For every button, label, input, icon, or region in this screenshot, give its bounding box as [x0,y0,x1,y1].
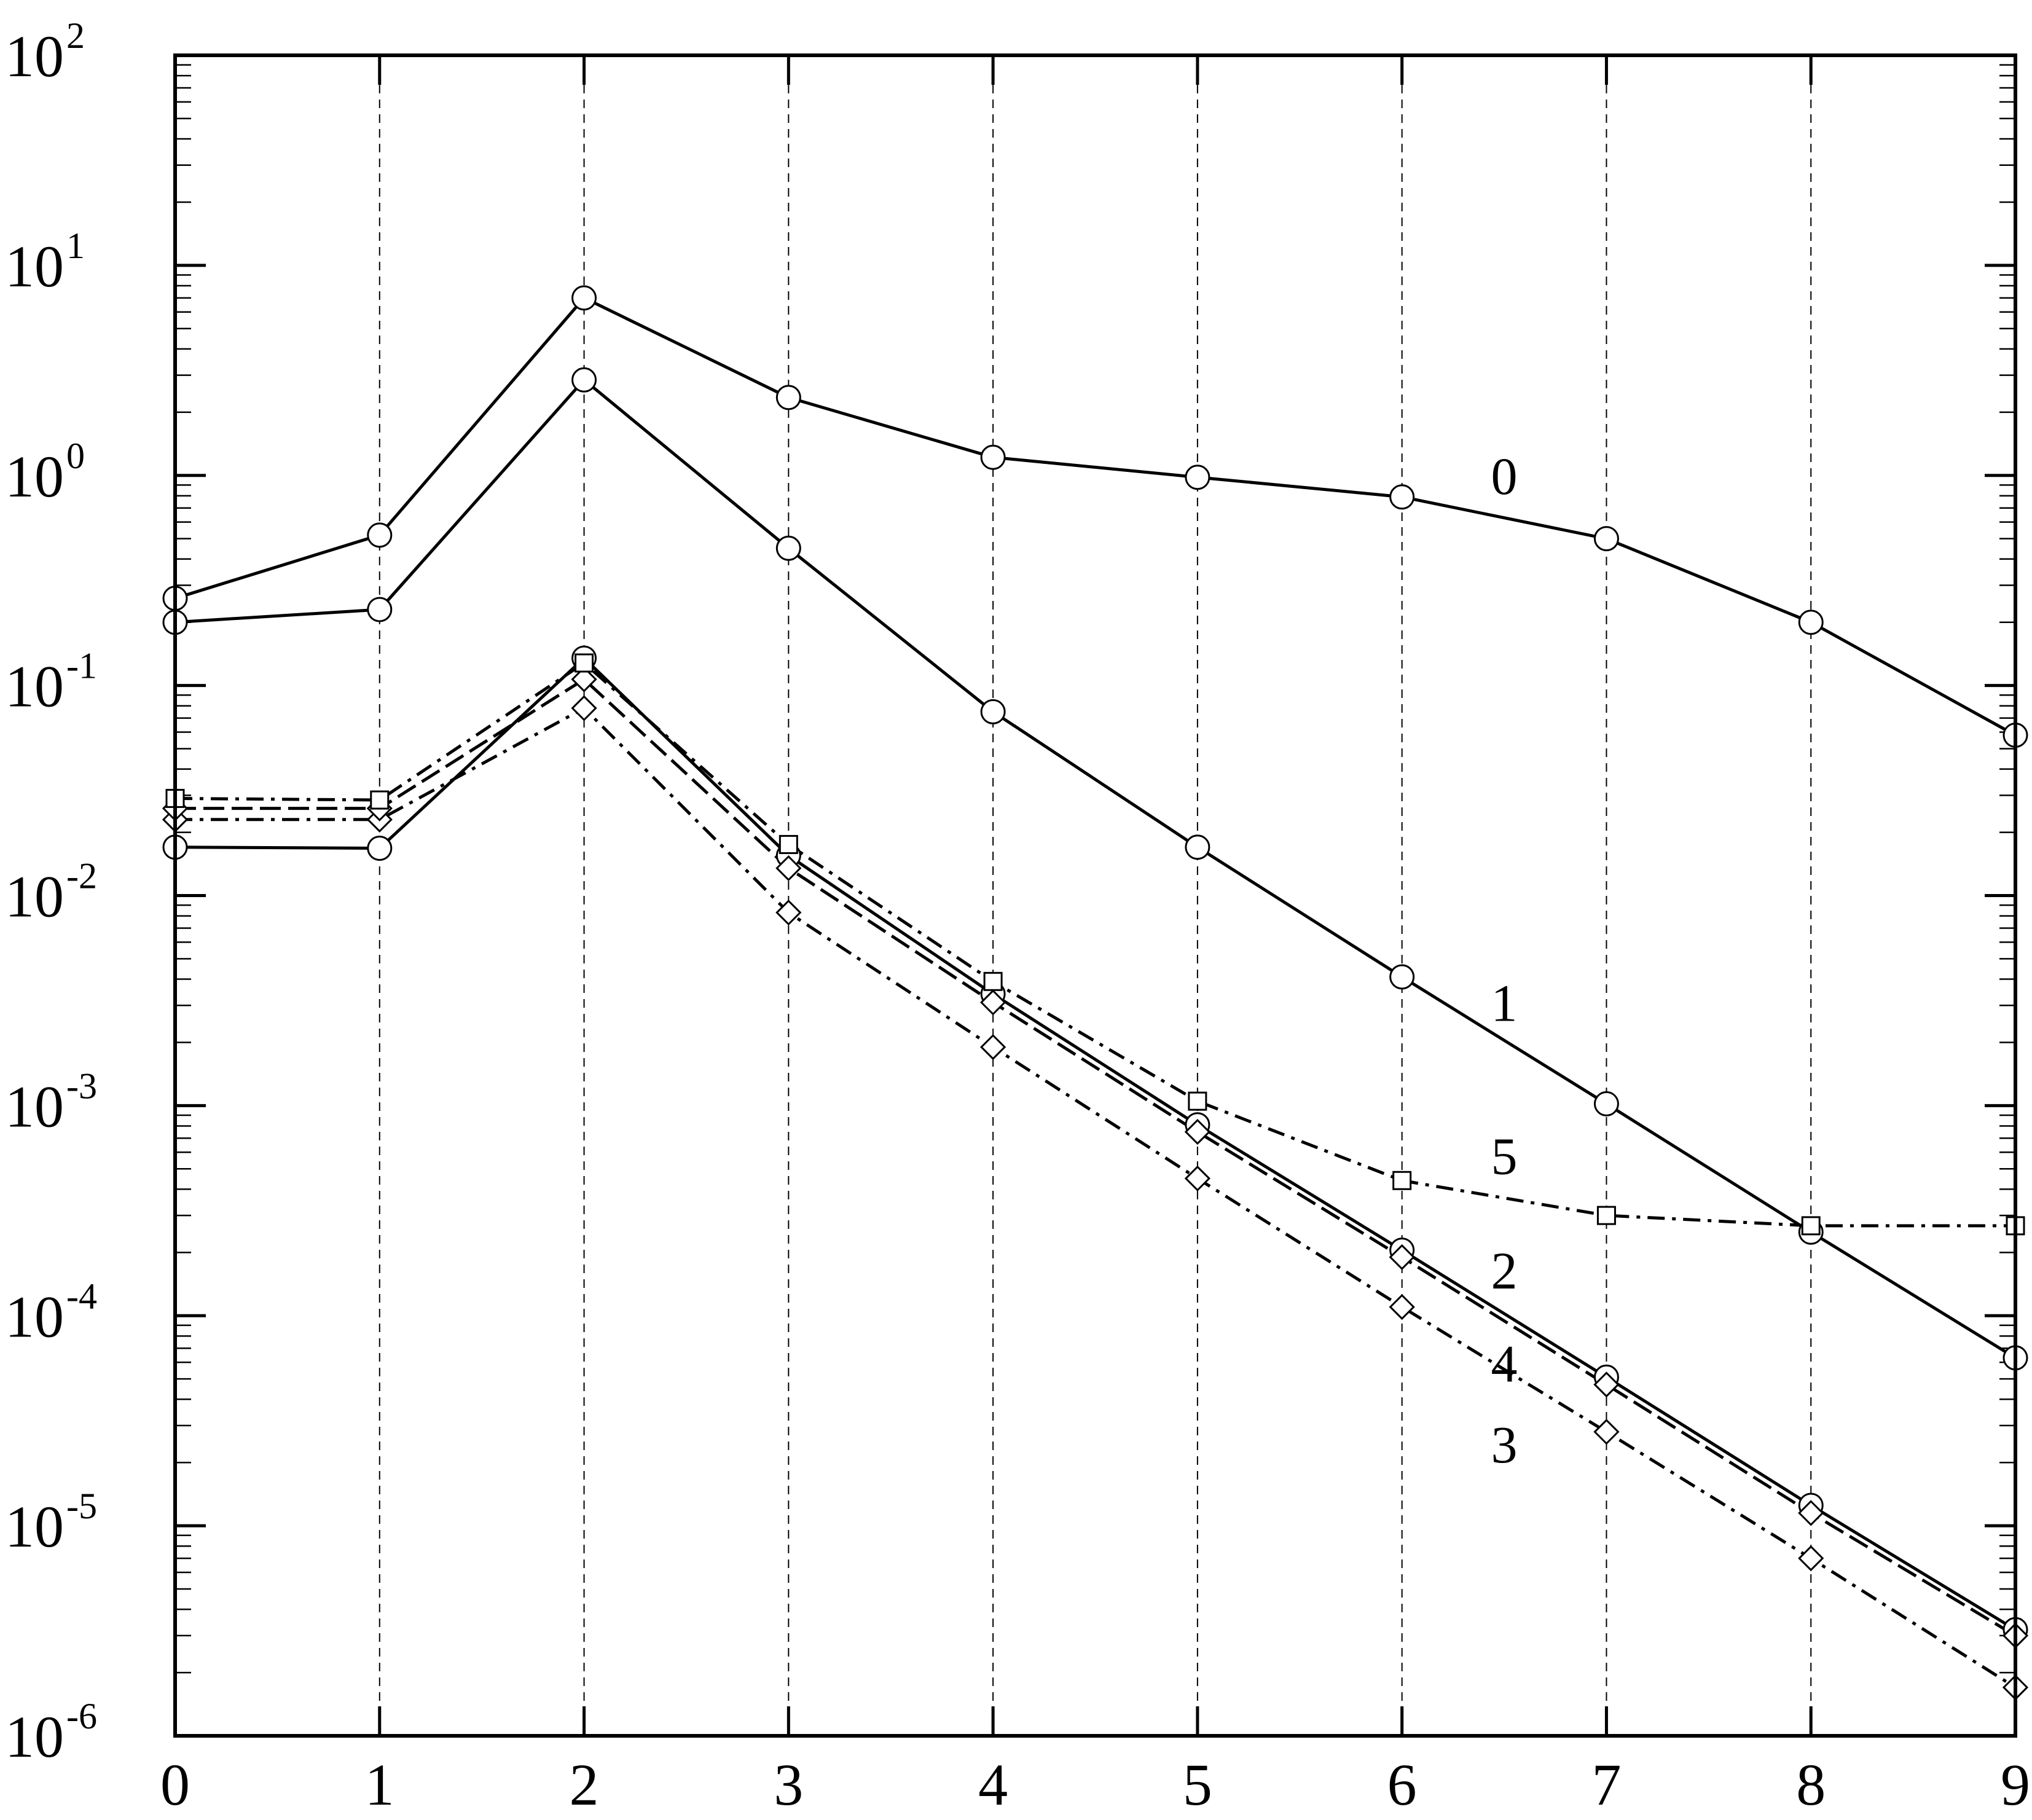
data-point [980,444,1006,470]
data-point [1596,1206,1616,1225]
data-point [1798,1545,1824,1572]
data-point [367,597,393,622]
data-point [571,285,597,311]
y-tick-base: 10 [5,233,64,299]
data-series [175,296,2017,1689]
series-line [175,678,2017,1638]
data-markers [162,285,2029,1701]
x-tick-labels: 0 1 2 3 4 5 6 7 8 9 [160,1752,2030,1818]
y-tick-label: 10-1 [5,646,97,720]
y-tick-exponent: -6 [66,1696,97,1736]
y-tick-label: 10-2 [5,856,97,930]
series-line [175,296,2017,737]
x-tick-label: 3 [774,1752,803,1818]
x-tick-label: 0 [160,1752,190,1818]
series-line [175,661,2015,1228]
y-tick-base: 10 [5,1073,64,1139]
data-point [1389,1293,1415,1320]
data-point [775,535,801,561]
y-tick-base: 10 [5,23,64,89]
y-tick-exponent: -4 [66,1276,97,1316]
data-point [367,522,393,548]
series-line [175,378,2017,1360]
y-tick-base: 10 [5,1704,64,1770]
series-label: 5 [1491,1126,1518,1185]
y-tick-label: 10-3 [5,1065,97,1139]
data-point [571,666,597,692]
x-tick-label: 9 [2001,1752,2030,1818]
y-tick-label: 10-6 [5,1696,97,1770]
y-tick-base: 10 [5,444,64,509]
x-tick-label: 7 [1591,1752,1621,1818]
y-tick-label: 10-4 [5,1276,97,1349]
x-tick-label: 8 [1796,1752,1826,1818]
x-tick-label: 4 [978,1752,1008,1818]
series-line [175,656,2017,1631]
data-point [1185,834,1210,860]
data-point [1389,484,1415,510]
data-point [1392,1171,1412,1190]
data-point [575,653,594,673]
y-tick-exponent: -1 [66,646,97,686]
y-tick-label: 100 [5,436,85,509]
y-tick-base: 10 [5,1284,64,1349]
data-point [779,834,798,854]
data-point [571,695,597,721]
series-label: 2 [1491,1241,1518,1300]
series-labels: 0 1 5 2 4 3 [1491,447,1518,1474]
data-point [1593,1419,1620,1445]
data-point [979,989,1006,1016]
data-point [571,367,597,393]
axis-ticks [173,53,2017,1738]
series-label: 3 [1491,1415,1518,1474]
x-tick-label: 2 [570,1752,599,1818]
y-tick-exponent: 1 [66,226,85,266]
data-point [1188,1091,1207,1111]
y-tick-label: 10-5 [5,1486,97,1559]
x-tick-label: 1 [365,1752,394,1818]
data-point [1185,465,1210,490]
x-tick-label: 5 [1183,1752,1212,1818]
series-label: 4 [1491,1334,1518,1393]
y-tick-label: 101 [5,226,85,299]
series-line [175,707,2017,1689]
x-tick-label: 6 [1387,1752,1417,1818]
data-point [980,699,1006,724]
x-gridlines [379,55,1812,1736]
data-point [983,971,1003,991]
y-tick-exponent: 2 [66,15,85,56]
y-tick-exponent: -5 [66,1486,97,1526]
data-point [979,1034,1006,1061]
data-point [1389,964,1415,990]
y-tick-exponent: -2 [66,856,97,896]
data-point [775,900,802,926]
data-point [367,835,393,861]
y-tick-base: 10 [5,654,64,720]
data-point [775,385,801,410]
data-point [1593,1371,1620,1398]
data-point [1801,1216,1821,1236]
y-tick-base: 10 [5,864,64,930]
data-point [775,855,802,882]
data-point [1798,1500,1824,1526]
y-tick-base: 10 [5,1494,64,1559]
data-point [1389,1244,1415,1271]
y-tick-exponent: -3 [66,1065,97,1106]
plot-frame [173,53,2017,1738]
data-point [1184,1165,1211,1192]
data-point [1593,526,1619,552]
series-label: 0 [1491,447,1518,506]
data-point [1798,610,1824,635]
data-point [370,790,390,810]
series-label: 1 [1491,973,1518,1032]
y-tick-exponent: 0 [66,436,85,476]
y-tick-label: 102 [5,15,85,89]
data-point [1593,1091,1619,1116]
data-point [1184,1118,1211,1145]
